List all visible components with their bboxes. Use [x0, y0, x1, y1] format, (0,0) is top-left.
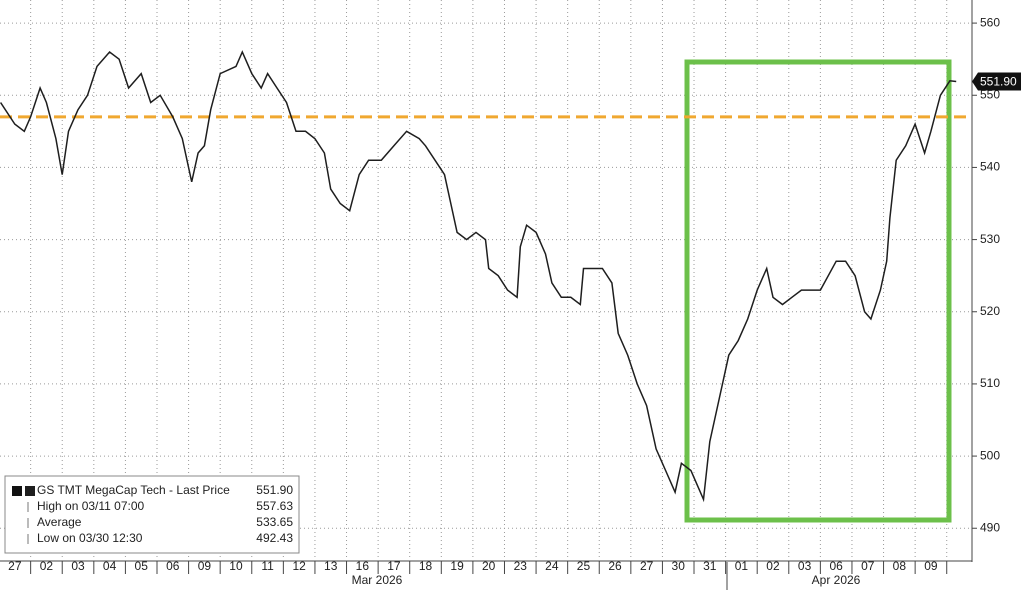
- x-tick-label: 30: [672, 559, 686, 573]
- y-tick-label: 500: [980, 448, 1000, 462]
- legend-value: 492.43: [256, 531, 293, 545]
- y-tick-label: 560: [980, 15, 1000, 29]
- x-tick-label: 10: [229, 559, 243, 573]
- x-tick-label: 26: [608, 559, 622, 573]
- legend-value: 557.63: [256, 499, 293, 513]
- x-tick-label: 05: [135, 559, 149, 573]
- x-tick-label: 01: [735, 559, 749, 573]
- legend-label: Average: [37, 515, 82, 529]
- x-tick-label: 03: [71, 559, 85, 573]
- legend-swatch: [12, 486, 22, 496]
- x-tick-label: 16: [356, 559, 370, 573]
- x-tick-label: 04: [103, 559, 117, 573]
- x-tick-label: 27: [8, 559, 22, 573]
- x-tick-label: 02: [766, 559, 780, 573]
- last-price-marker: [972, 72, 1021, 91]
- x-tick-label: 11: [261, 559, 274, 573]
- x-tick-label: 17: [387, 559, 401, 573]
- x-tick-label: 09: [924, 559, 938, 573]
- x-tick-label: 03: [798, 559, 812, 573]
- price-line: [0, 50, 957, 503]
- plot: [0, 50, 972, 503]
- legend-label: Low on 03/30 12:30: [37, 531, 143, 545]
- y-tick-label: 550: [980, 87, 1000, 101]
- x-tick-label: 27: [640, 559, 654, 573]
- x-tick-label: 06: [829, 559, 843, 573]
- y-tick-label: 510: [980, 376, 1000, 390]
- x-tick-label: 13: [324, 559, 338, 573]
- legend: GS TMT MegaCap Tech - Last Price 551.90 Hi…: [4, 475, 300, 554]
- legend-value: 551.90: [256, 483, 293, 497]
- x-tick-label: 31: [703, 559, 717, 573]
- x-tick-label: 07: [861, 559, 875, 573]
- x-tick-label: 24: [545, 559, 559, 573]
- y-tick-label: 530: [980, 232, 1000, 246]
- x-tick-label: 20: [482, 559, 496, 573]
- x-tick-label: 06: [166, 559, 180, 573]
- x-tick-label: 23: [514, 559, 528, 573]
- legend-label: GS TMT MegaCap Tech - Last Price: [37, 483, 230, 497]
- legend-box: [4, 475, 300, 554]
- legend-swatch: [25, 486, 35, 496]
- x-tick-label: 19: [450, 559, 464, 573]
- x-tick-label: 02: [40, 559, 54, 573]
- month-label: Mar 2026: [352, 573, 403, 587]
- legend-value: 533.65: [256, 515, 293, 529]
- y-tick-label: 520: [980, 304, 1000, 318]
- x-tick-label: 09: [198, 559, 212, 573]
- x-tick-label: 08: [893, 559, 907, 573]
- legend-label: High on 03/11 07:00: [37, 499, 145, 513]
- y-tick-label: 490: [980, 520, 1000, 534]
- month-label: Apr 2026: [812, 573, 861, 587]
- last-price-label: 551.90: [980, 75, 1017, 89]
- x-tick-label: 25: [577, 559, 591, 573]
- x-tick-label: 12: [292, 559, 306, 573]
- y-tick-label: 540: [980, 160, 1000, 174]
- highlight-box: [684, 59, 952, 523]
- x-tick-label: 18: [419, 559, 433, 573]
